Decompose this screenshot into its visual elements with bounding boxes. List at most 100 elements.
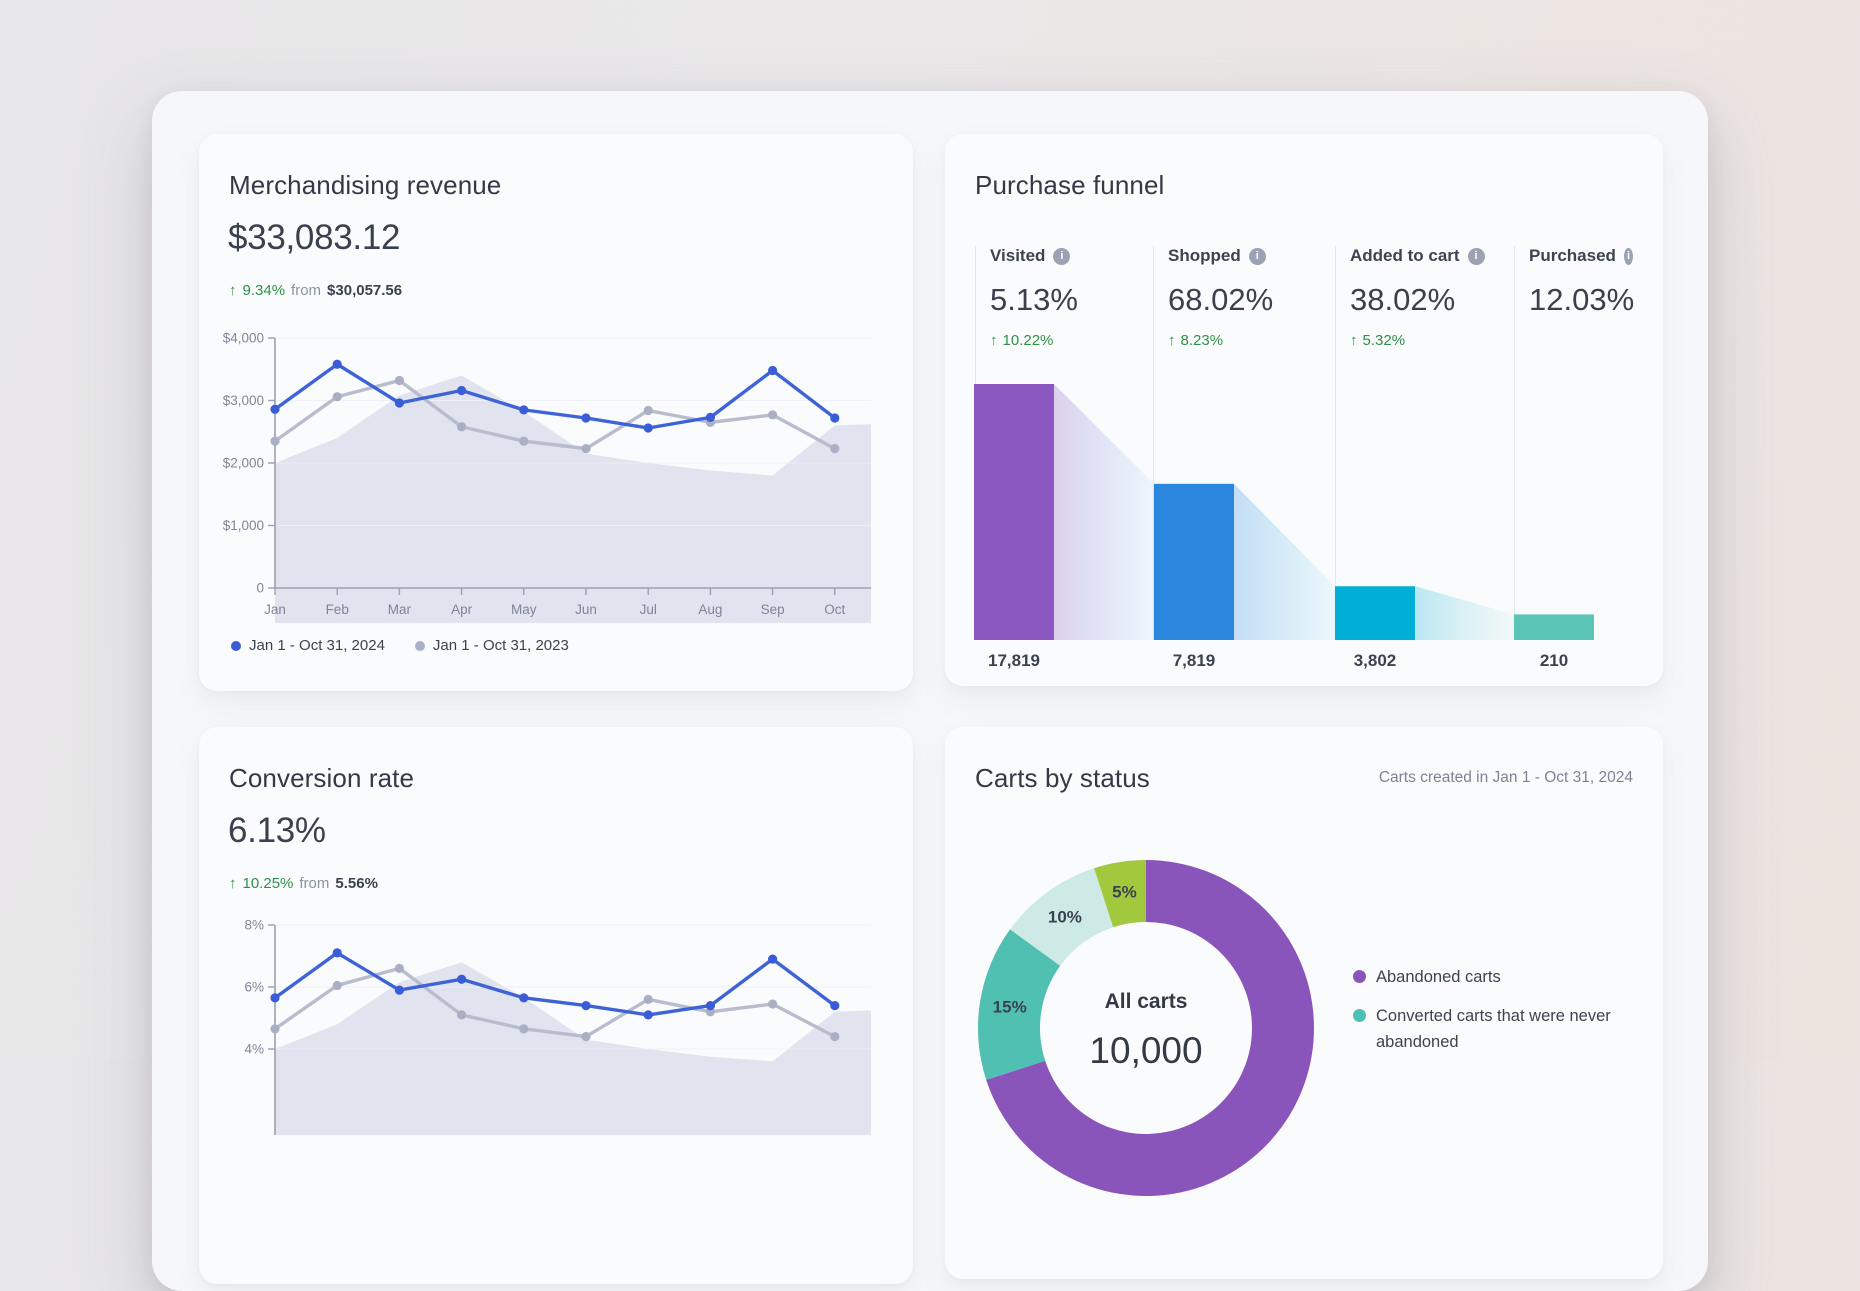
carts-date-range-note: Carts created in Jan 1 - Oct 31, 2024 — [1378, 769, 1633, 786]
data-point[interactable] — [394, 985, 404, 995]
info-icon[interactable]: i — [1623, 247, 1633, 265]
data-point[interactable] — [270, 404, 280, 414]
data-point[interactable] — [643, 423, 653, 433]
data-point[interactable] — [643, 994, 653, 1004]
dashboard-panel: Merchandising revenue $33,083.12 ↑ 9.34%… — [152, 91, 1708, 1291]
data-point[interactable] — [270, 993, 280, 1003]
data-point[interactable] — [643, 405, 653, 416]
data-point[interactable] — [705, 412, 715, 422]
data-point[interactable] — [830, 444, 840, 454]
data-point[interactable] — [705, 1001, 715, 1011]
y-axis-label: 8% — [244, 918, 264, 933]
data-point[interactable] — [768, 410, 778, 420]
donut-segment[interactable] — [1010, 868, 1114, 966]
funnel-column-label: Added to cart — [1350, 246, 1460, 265]
data-point[interactable] — [519, 1024, 529, 1034]
funnel-column-header: Visited i — [990, 246, 1153, 266]
data-point[interactable] — [581, 1032, 591, 1042]
data-point[interactable] — [332, 948, 342, 958]
funnel-change-percent: 5.32% — [1362, 332, 1406, 349]
page-title-purchase-funnel: Purchase funnel — [975, 170, 1165, 200]
data-point[interactable] — [519, 436, 529, 446]
funnel-column-value: 38.02% — [1350, 282, 1456, 317]
data-point[interactable] — [332, 359, 342, 369]
change-percent: 9.34% — [242, 282, 286, 299]
x-axis-label: Feb — [326, 602, 349, 617]
revenue-total-value: $33,083.12 — [228, 218, 401, 257]
data-point[interactable] — [643, 1010, 653, 1020]
legend-item-2023[interactable]: Jan 1 - Oct 31, 2023 — [414, 637, 569, 654]
funnel-count-purchased: 210 — [1539, 651, 1569, 670]
data-point[interactable] — [457, 385, 467, 396]
funnel-column-value: 12.03% — [1529, 282, 1635, 317]
legend-label-2023: Jan 1 - Oct 31, 2023 — [432, 637, 569, 654]
change-from-value: $30,057.56 — [327, 282, 403, 299]
line-series — [273, 951, 837, 1017]
card-purchase-funnel: Purchase funnel Visited i 5.13% ↑ 10.22%… — [945, 134, 1663, 686]
donut-segment[interactable] — [978, 929, 1061, 1080]
y-axis-label: 6% — [244, 980, 264, 995]
donut-center-value: 10,000 — [1089, 1030, 1203, 1071]
data-point[interactable] — [394, 963, 404, 973]
data-point[interactable] — [332, 980, 342, 991]
line-series — [273, 362, 837, 430]
funnel-column-visited: Visited i 5.13% ↑ 10.22% — [975, 246, 1153, 640]
x-axis-label: Jun — [575, 602, 597, 617]
x-axis-label: Jul — [640, 602, 657, 617]
up-arrow-icon: ↑ — [229, 282, 237, 299]
info-icon[interactable]: i — [1248, 247, 1266, 265]
data-point[interactable] — [768, 954, 778, 964]
funnel-column-shopped: Shopped i 68.02% ↑ 8.23% — [1153, 246, 1335, 640]
data-point[interactable] — [457, 1010, 467, 1020]
x-axis-label: Mar — [388, 602, 412, 617]
y-axis-label: $2,000 — [223, 456, 264, 471]
x-axis-label: Oct — [824, 602, 845, 617]
donut-segment[interactable] — [1094, 860, 1146, 928]
conversion-change-row: ↑ 10.25% from 5.56% — [229, 875, 378, 892]
legend-dot-converted — [1353, 1009, 1366, 1022]
info-icon[interactable]: i — [1053, 247, 1071, 265]
data-point[interactable] — [581, 444, 591, 454]
data-point[interactable] — [768, 999, 778, 1009]
info-icon[interactable]: i — [1467, 247, 1485, 265]
legend-label-converted: Converted carts that were never abandone… — [1376, 1007, 1611, 1051]
data-point[interactable] — [394, 398, 404, 408]
donut-center-label: All carts — [1104, 990, 1188, 1013]
page-title-merchandising-revenue: Merchandising revenue — [229, 170, 502, 200]
funnel-count-visited: 17,819 — [988, 651, 1040, 670]
data-point[interactable] — [394, 375, 404, 386]
funnel-column-header: Shopped i — [1168, 246, 1335, 266]
data-point[interactable] — [519, 993, 529, 1003]
funnel-column-added-to-cart: Added to cart i 38.02% ↑ 5.32% — [1335, 246, 1514, 640]
up-arrow-icon: ↑ — [229, 875, 237, 892]
conversion-total-value: 6.13% — [228, 811, 326, 850]
data-point[interactable] — [768, 365, 778, 376]
change-from-label: from — [291, 282, 322, 299]
legend-dot-abandoned — [1353, 970, 1366, 983]
data-point[interactable] — [457, 974, 467, 984]
card-carts-by-status: Carts by status Carts created in Jan 1 -… — [945, 727, 1663, 1279]
data-point[interactable] — [332, 392, 342, 402]
data-point[interactable] — [457, 422, 467, 432]
data-point[interactable] — [830, 413, 840, 423]
data-point[interactable] — [270, 1024, 280, 1034]
page-title-conversion-rate: Conversion rate — [229, 763, 415, 793]
up-arrow-icon: ↑ — [1350, 332, 1358, 349]
donut-percent-label: 15% — [993, 997, 1027, 1016]
data-point[interactable] — [581, 413, 591, 423]
data-point[interactable] — [830, 1001, 840, 1011]
revenue-legend: Jan 1 - Oct 31, 2024 Jan 1 - Oct 31, 202… — [231, 637, 569, 654]
funnel-column-change: ↑ 8.23% — [1168, 332, 1335, 349]
legend-dot-2023 — [414, 640, 425, 651]
data-point[interactable] — [581, 1001, 591, 1011]
carts-legend: Abandoned carts Converted carts that wer… — [1353, 964, 1611, 1055]
data-point[interactable] — [270, 436, 280, 446]
legend-item-2024[interactable]: Jan 1 - Oct 31, 2024 — [231, 637, 385, 654]
data-point[interactable] — [519, 405, 529, 415]
data-point[interactable] — [830, 1032, 840, 1042]
donut-percent-label: 5% — [1112, 883, 1137, 902]
up-arrow-icon: ↑ — [1168, 332, 1176, 349]
card-merchandising-revenue: Merchandising revenue $33,083.12 ↑ 9.34%… — [199, 134, 913, 691]
x-axis-label: May — [511, 602, 537, 617]
